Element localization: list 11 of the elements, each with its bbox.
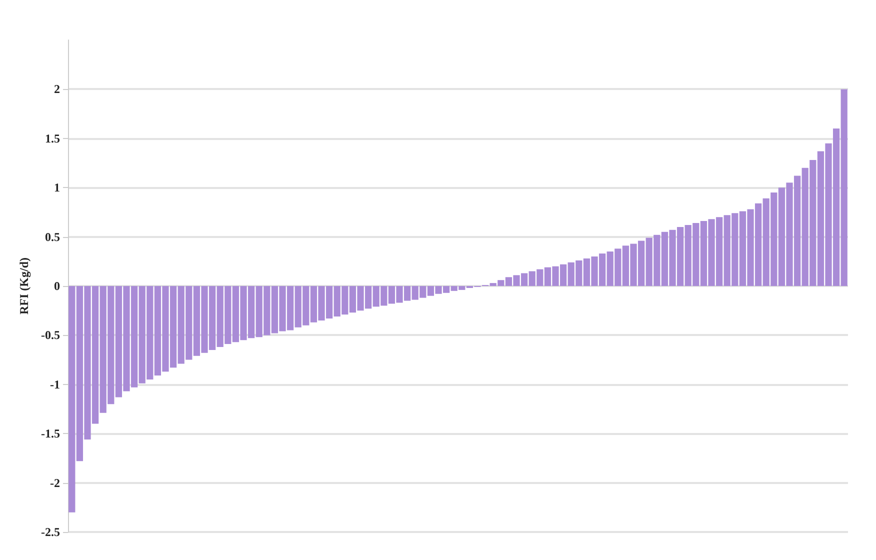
y-tick-label: 0.5 (45, 230, 60, 244)
y-tick-label: -2.5 (41, 525, 60, 539)
y-tick-label: 1 (54, 180, 60, 195)
y-tick-label: -2 (50, 476, 60, 490)
y-tick-label: -0.5 (41, 328, 60, 342)
y-tick-label: 2 (54, 82, 60, 96)
y-axis-title: RFI (Kg/d) (17, 257, 31, 314)
y-tick-label: 0 (54, 279, 60, 293)
y-tick-label: 1.5 (45, 131, 60, 146)
y-tick-label: -1 (50, 377, 60, 392)
y-tick-label: -1.5 (41, 426, 60, 441)
